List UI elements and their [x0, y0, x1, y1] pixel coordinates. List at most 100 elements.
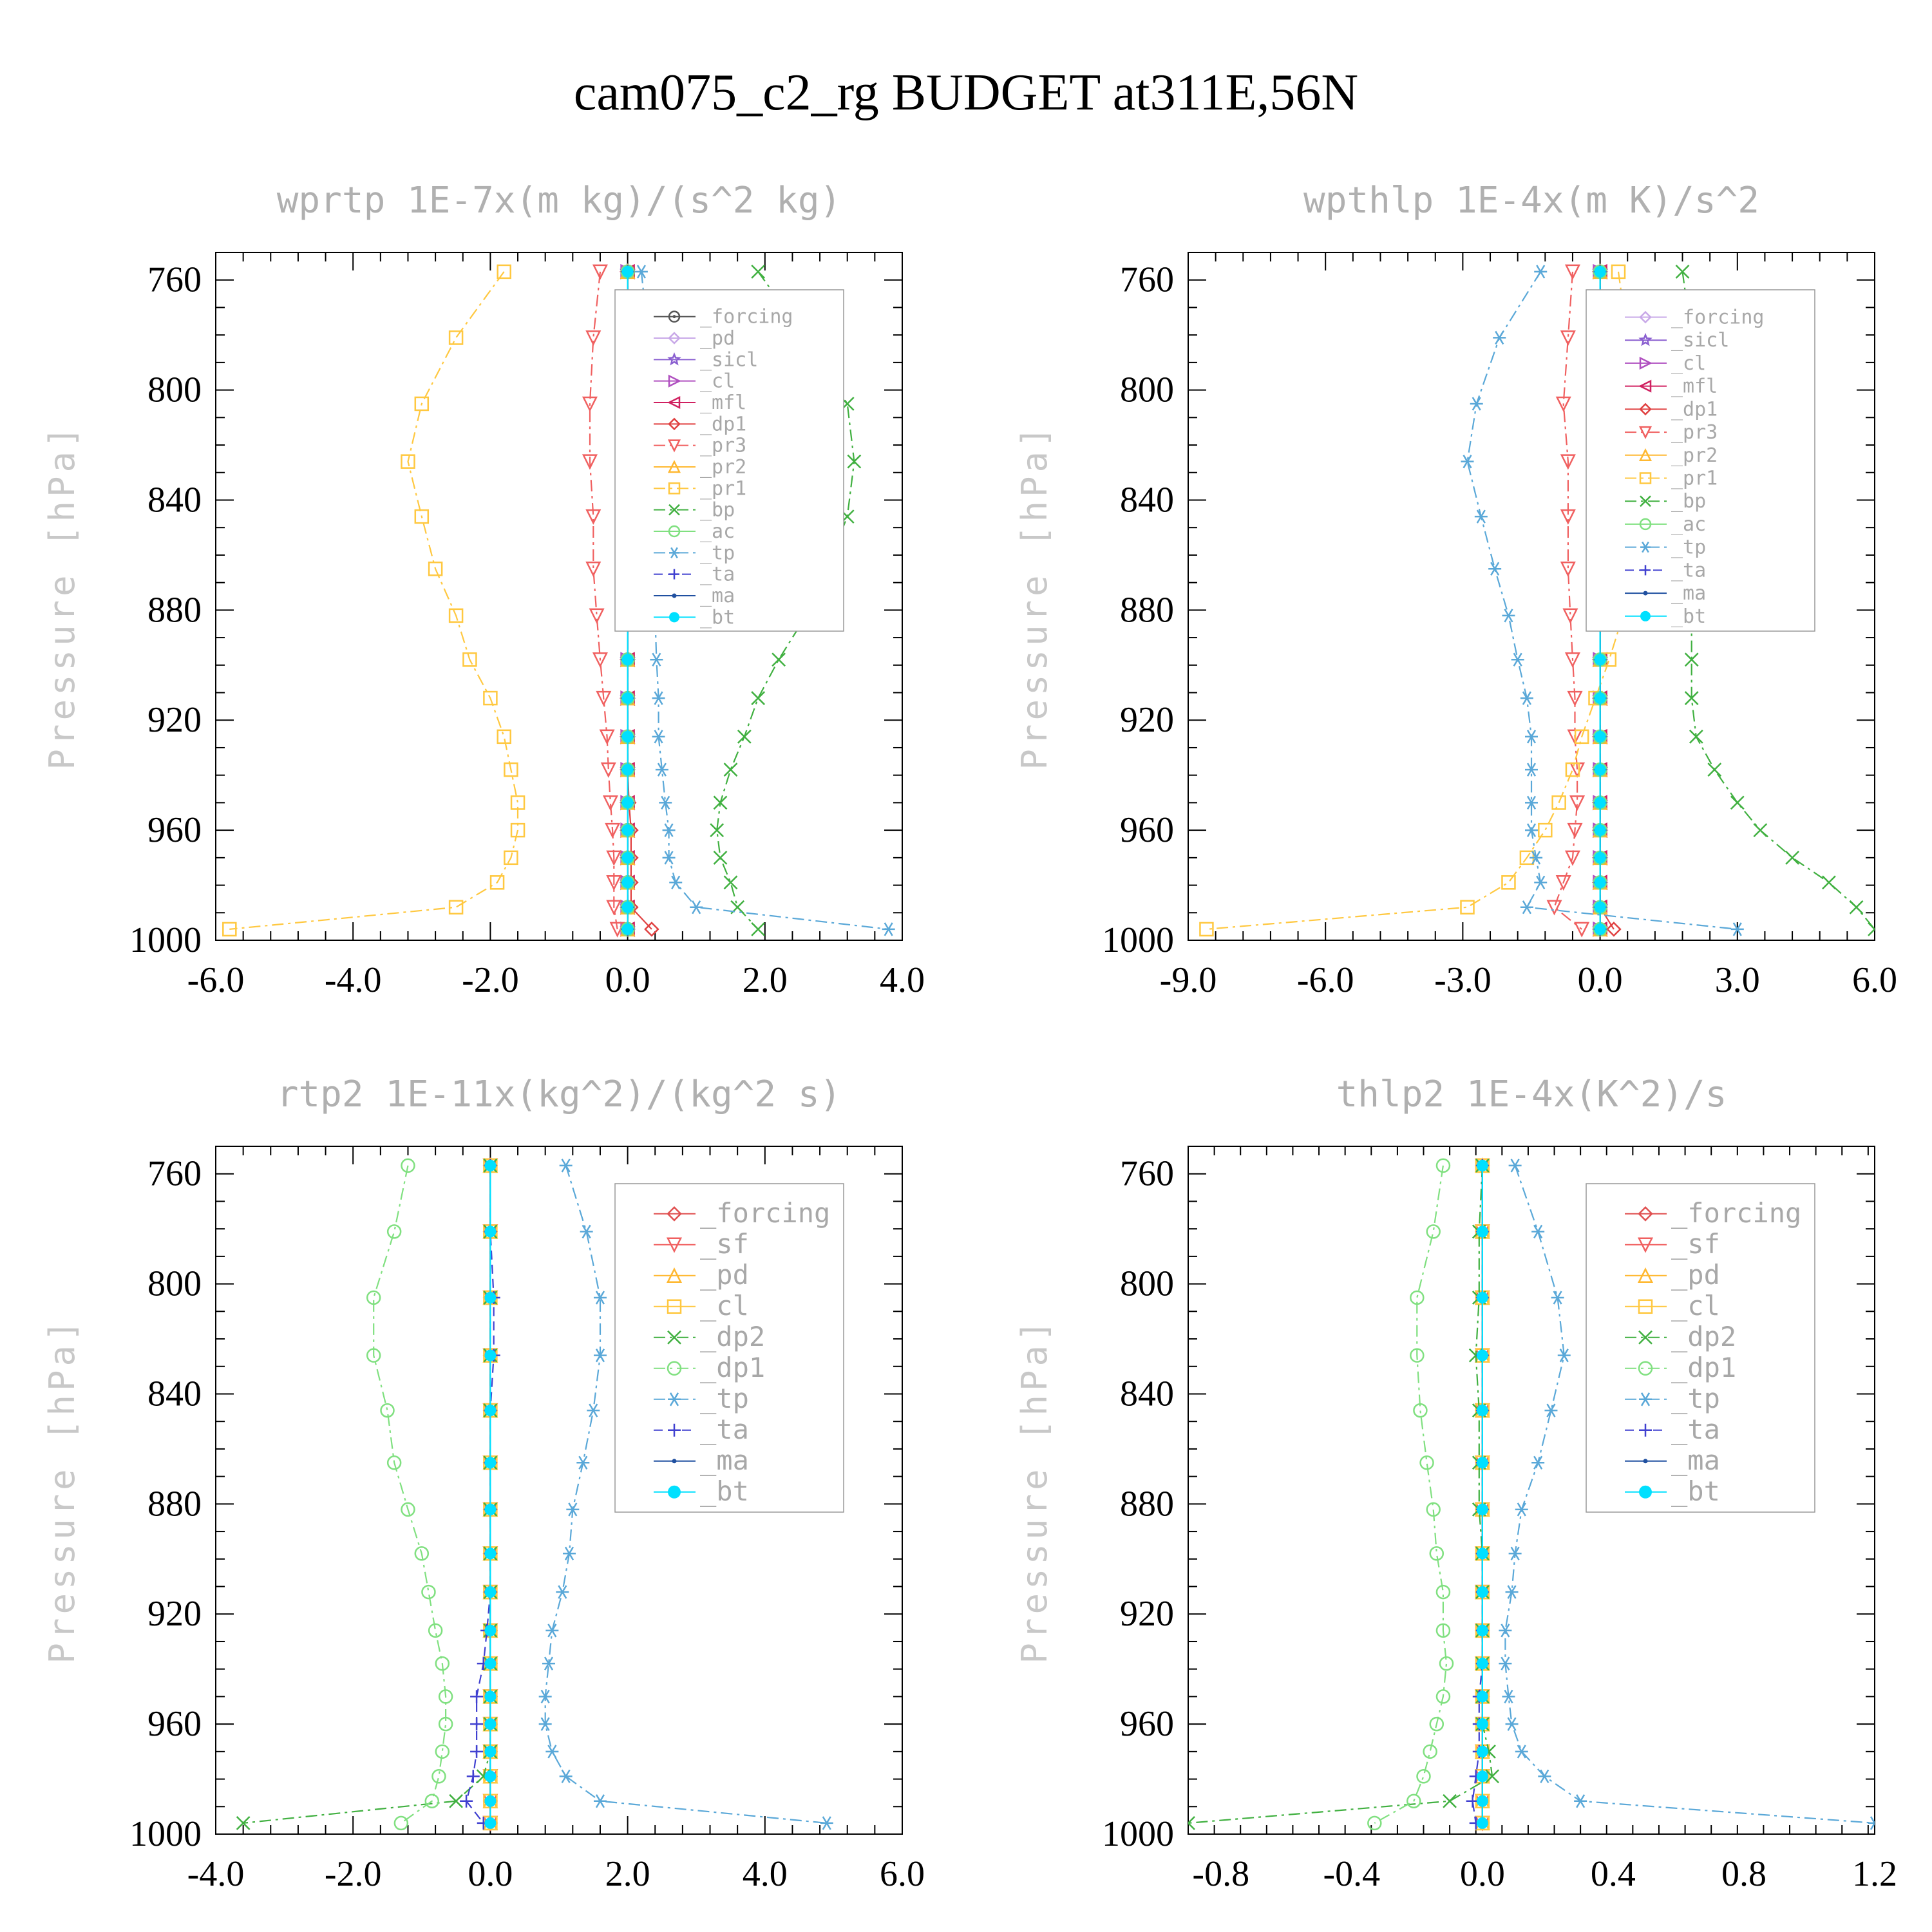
legend-marker	[668, 1423, 681, 1437]
y-tick-label: 880	[1120, 590, 1174, 630]
data-point	[621, 851, 634, 864]
data-point	[1413, 1403, 1428, 1418]
legend-label: _dp1	[700, 1352, 765, 1383]
legend-marker	[1638, 1361, 1653, 1376]
data-point	[1505, 1585, 1519, 1599]
data-point	[589, 608, 605, 624]
data-point	[1594, 265, 1606, 278]
legend-marker	[667, 395, 681, 410]
data-point	[510, 822, 526, 838]
legend-marker	[667, 1299, 682, 1314]
data-point	[602, 795, 618, 811]
data-point	[566, 1502, 580, 1517]
data-point	[1520, 691, 1533, 705]
legend-box	[614, 1183, 844, 1513]
y-tick-label: 800	[147, 370, 202, 410]
data-point	[484, 1457, 497, 1469]
legend-item: _dp1	[654, 413, 746, 435]
legend-marker	[666, 1267, 683, 1283]
data-point	[585, 509, 601, 525]
series	[582, 264, 625, 938]
data-point	[1822, 875, 1836, 890]
series	[366, 1158, 453, 1831]
legend-label: _ta	[700, 564, 735, 586]
series-line	[373, 1165, 447, 1824]
legend-item: _dp2	[1625, 1321, 1736, 1352]
data-point	[582, 396, 598, 412]
series-line	[1553, 271, 1582, 930]
data-point	[448, 608, 464, 623]
data-point	[1594, 901, 1606, 913]
legend-box	[614, 289, 844, 632]
data-point	[600, 762, 616, 778]
data-point	[449, 1794, 463, 1808]
data-point	[1564, 264, 1580, 280]
data-point	[466, 1770, 480, 1783]
data-point	[484, 1817, 497, 1829]
data-point	[545, 1745, 559, 1759]
x-tick-label: -4.0	[187, 1854, 245, 1894]
data-point	[587, 1403, 600, 1417]
data-point	[1476, 1226, 1488, 1238]
series	[236, 1159, 498, 1830]
data-point	[1555, 875, 1571, 891]
legend-label: _ta	[700, 1414, 749, 1445]
data-point	[1501, 875, 1516, 890]
data-point	[1525, 795, 1538, 810]
legend-marker	[672, 1459, 677, 1464]
legend-item: _bp	[654, 499, 735, 522]
data-point	[1551, 795, 1566, 810]
data-point	[484, 1745, 497, 1757]
legend-item: _cl	[654, 370, 735, 393]
data-point	[882, 922, 895, 936]
legend-marker	[668, 332, 681, 345]
data-point	[484, 1159, 497, 1171]
legend-label: _pd	[1671, 1259, 1720, 1291]
series	[1499, 1159, 1875, 1830]
y-tick-label: 880	[147, 1484, 202, 1524]
data-point	[690, 900, 703, 914]
data-point	[424, 1794, 440, 1808]
data-point	[1594, 764, 1606, 776]
panel-title: thlp2 1E-4x(K^2)/s	[1336, 1074, 1727, 1115]
y-tick-label: 880	[1120, 1484, 1174, 1524]
legend-label: _dp1	[700, 413, 746, 435]
legend-marker	[669, 547, 679, 558]
legend-marker	[667, 1330, 681, 1345]
data-point	[1476, 1770, 1488, 1783]
legend-marker	[667, 352, 681, 366]
legend-marker	[668, 504, 680, 516]
legend-item: _ma	[1625, 582, 1706, 605]
y-tick-label: 800	[1120, 370, 1174, 410]
legend-item: _pr2	[654, 456, 746, 478]
y-tick-label: 1000	[1102, 1814, 1174, 1854]
legend-label: _ma	[700, 585, 735, 607]
y-tick-label: 960	[1120, 810, 1174, 850]
legend-label: _cl	[1671, 352, 1706, 375]
data-point	[723, 762, 738, 777]
data-point	[606, 875, 622, 891]
legend-item: _ta	[654, 564, 735, 586]
legend-label: _cl	[700, 370, 735, 393]
series-line	[1504, 1165, 1875, 1824]
data-point	[435, 1744, 450, 1759]
data-point	[1525, 762, 1538, 777]
plot-frame	[215, 252, 903, 941]
data-point	[1426, 1224, 1441, 1239]
y-tick-label: 840	[147, 480, 202, 520]
legend-label: _ta	[1671, 1414, 1720, 1445]
data-point	[1574, 922, 1590, 938]
x-tick-label: -6.0	[1297, 960, 1354, 1000]
data-point	[538, 1717, 552, 1731]
data-point	[497, 729, 511, 744]
x-tick-label: 4.0	[743, 1854, 788, 1894]
panel-title: wpthlp 1E-4x(m K)/s^2	[1303, 180, 1759, 222]
y-tick-label: 760	[1120, 260, 1174, 300]
data-point	[621, 901, 634, 913]
data-point	[484, 1405, 497, 1417]
data-point	[1606, 922, 1622, 937]
data-point	[448, 900, 464, 914]
panel-title: wprtp 1E-7x(m kg)/(s^2 kg)	[277, 180, 842, 222]
data-point	[1594, 851, 1606, 864]
